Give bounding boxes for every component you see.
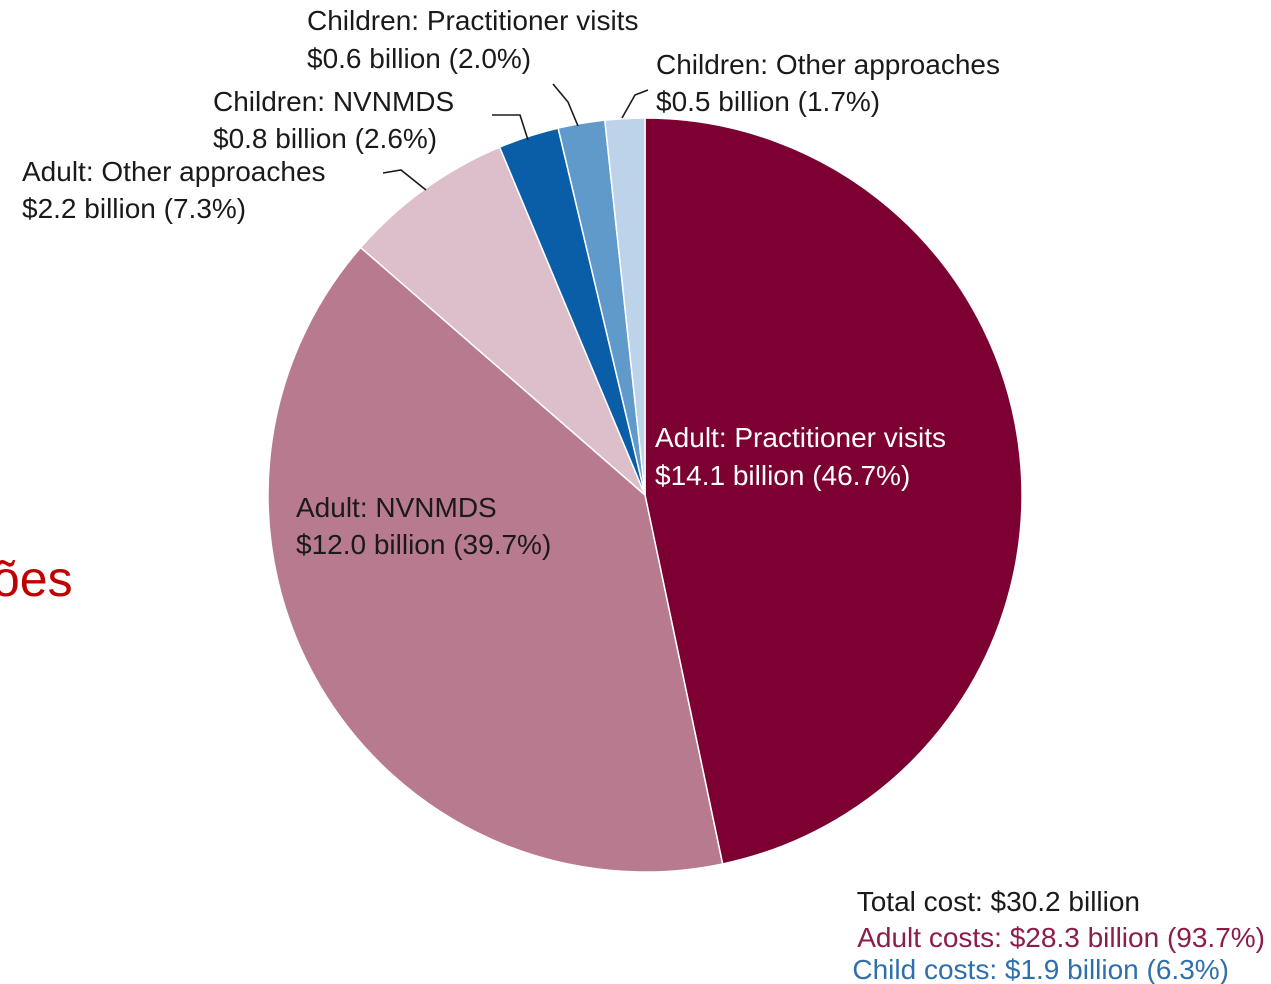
pie-slices: [267, 117, 1023, 873]
leader-children-practitioner: [552, 83, 579, 127]
label-adult-nvnmds-name: Adult: NVNMDS: [296, 492, 497, 523]
label-adult-nvnmds-value: $12.0 billion (39.7%): [296, 529, 551, 560]
summary-adult-costs: Adult costs: $28.3 billion (93.7%): [857, 922, 1265, 953]
label-adult-other-value: $2.2 billion (7.3%): [22, 193, 246, 224]
pie-slice-children-other-approaches: [603, 117, 646, 496]
label-children-other-value: $0.5 billion (1.7%): [656, 86, 880, 117]
pie-slice-adult-practitioner-visits: [644, 117, 1023, 865]
pie-slice-adult-nvnmds: [267, 246, 724, 873]
background-text-fragment: ões: [0, 551, 73, 607]
label-adult-practitioner-value: $14.1 billion (46.7%): [655, 460, 910, 491]
label-children-nvnmds-value: $0.8 billion (2.6%): [213, 123, 437, 154]
label-children-other-name: Children: Other approaches: [656, 49, 1000, 80]
leader-adult-other: [382, 169, 427, 191]
leader-children-other: [621, 89, 649, 119]
label-adult-other-name: Adult: Other approaches: [22, 156, 326, 187]
summary-child-costs: Child costs: $1.9 billion (6.3%): [852, 954, 1229, 984]
label-children-practitioner-value: $0.6 billion (2.0%): [307, 43, 531, 74]
label-children-nvnmds-name: Children: NVNMDS: [213, 86, 454, 117]
label-children-practitioner-name: Children: Practitioner visits: [307, 5, 638, 36]
summary-total: Total cost: $30.2 billion: [857, 886, 1140, 917]
label-adult-practitioner-name: Adult: Practitioner visits: [655, 422, 946, 453]
leader-children-nvnmds: [492, 114, 529, 141]
